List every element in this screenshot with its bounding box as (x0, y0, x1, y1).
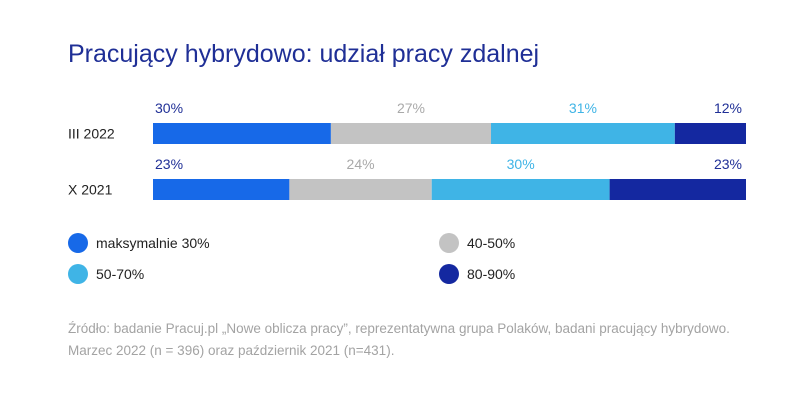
data-label: 30% (507, 156, 535, 172)
legend-item-50-70: 50-70% (68, 264, 144, 284)
bar-segment (153, 123, 331, 144)
data-label: 23% (155, 156, 183, 172)
data-label: 23% (714, 156, 742, 172)
bar-segment (289, 179, 432, 200)
legend-item-max-30: maksymalnie 30% (68, 233, 210, 253)
legend-swatch-gray (439, 233, 459, 253)
bar-segment (609, 179, 746, 200)
legend-swatch-light-blue (68, 264, 88, 284)
data-label: 27% (397, 100, 425, 116)
legend-label: 80-90% (467, 266, 516, 282)
data-label: 12% (714, 100, 742, 116)
data-label: 24% (347, 156, 375, 172)
data-label: 30% (155, 100, 183, 116)
category-label: X 2021 (68, 182, 113, 198)
data-label: 31% (569, 100, 597, 116)
legend-swatch-navy (439, 264, 459, 284)
source-note: Źródło: badanie Pracuj.pl „Nowe oblicza … (68, 318, 788, 362)
source-line-1: Źródło: badanie Pracuj.pl „Nowe oblicza … (68, 321, 730, 336)
legend-label: maksymalnie 30% (96, 235, 210, 251)
legend-item-40-50: 40-50% (439, 233, 515, 253)
bar-segment (153, 179, 290, 200)
chart-title: Pracujący hybrydowo: udział pracy zdalne… (68, 40, 540, 68)
source-line-2: Marzec 2022 (n = 396) oraz październik 2… (68, 343, 395, 358)
legend-label: 50-70% (96, 266, 145, 282)
bar-segment (491, 123, 675, 144)
bar-segment (431, 179, 610, 200)
bar-segment (674, 123, 746, 144)
legend-swatch-blue (68, 233, 88, 253)
category-label: III 2022 (68, 126, 115, 142)
legend-item-80-90: 80-90% (439, 264, 515, 284)
legend-label: 40-50% (467, 235, 516, 251)
bar-segment (330, 123, 492, 144)
